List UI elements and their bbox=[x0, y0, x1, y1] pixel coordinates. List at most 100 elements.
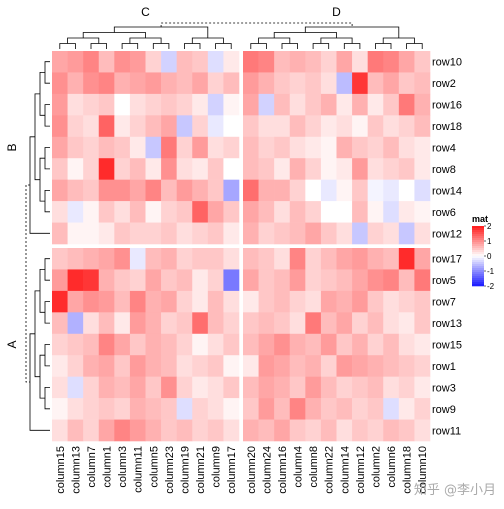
heatmap-cell bbox=[145, 72, 162, 95]
heatmap-cell bbox=[305, 376, 322, 399]
heatmap-cell bbox=[67, 115, 84, 138]
heatmap-cell bbox=[145, 248, 162, 270]
heatmap-cell bbox=[67, 222, 84, 245]
legend-tick-label: 2 bbox=[487, 222, 492, 231]
heatmap-cell bbox=[289, 222, 306, 245]
heatmap-cell bbox=[352, 248, 368, 270]
heatmap-cell bbox=[176, 312, 193, 335]
heatmap-cell bbox=[161, 376, 177, 399]
heatmap-cell bbox=[223, 201, 240, 223]
heatmap-cell bbox=[98, 179, 115, 202]
heatmap-cell bbox=[398, 419, 415, 442]
heatmap-cell bbox=[258, 51, 275, 73]
heatmap-cell bbox=[320, 333, 337, 356]
heatmap-cell bbox=[367, 222, 384, 245]
heatmap-cell bbox=[176, 93, 193, 116]
heatmap-cell bbox=[398, 248, 415, 270]
legend-swatch bbox=[472, 276, 484, 279]
heatmap-cell bbox=[114, 312, 131, 335]
heatmap-cell bbox=[52, 269, 68, 292]
heatmap-cell bbox=[223, 51, 240, 73]
legend-swatch bbox=[472, 262, 484, 265]
heatmap-cell bbox=[52, 376, 68, 399]
column-label: column12 bbox=[355, 446, 367, 494]
heatmap-cell bbox=[274, 333, 291, 356]
heatmap-cell bbox=[289, 355, 306, 377]
heatmap-cell bbox=[289, 158, 306, 180]
heatmap-cell bbox=[192, 201, 209, 223]
legend-swatch bbox=[472, 254, 484, 257]
heatmap-cell bbox=[145, 312, 162, 335]
heatmap-cell bbox=[243, 333, 259, 356]
heatmap-cell bbox=[145, 269, 162, 292]
heatmap-cell bbox=[83, 179, 100, 202]
heatmap-cell bbox=[129, 376, 146, 399]
heatmap-cell bbox=[305, 115, 322, 138]
heatmap-cell bbox=[161, 269, 177, 292]
heatmap-cell bbox=[98, 419, 115, 442]
heatmap-cell bbox=[258, 333, 275, 356]
heatmap-cell bbox=[67, 290, 84, 313]
heatmap-cell bbox=[98, 201, 115, 223]
column-dendrogram-branch bbox=[250, 43, 267, 49]
heatmap-cell bbox=[52, 248, 68, 270]
heatmap-cell bbox=[223, 222, 240, 245]
heatmap-cell bbox=[336, 158, 353, 180]
column-dendrogram-branch bbox=[281, 43, 298, 49]
heatmap-cell bbox=[383, 115, 400, 138]
heatmap-cell bbox=[145, 398, 162, 420]
heatmap-cell bbox=[352, 222, 368, 245]
heatmap-cell bbox=[258, 222, 275, 245]
heatmap-cell bbox=[383, 312, 400, 335]
heatmap-cell bbox=[289, 201, 306, 223]
heatmap-cell bbox=[305, 179, 322, 202]
heatmap-cell bbox=[145, 419, 162, 442]
heatmap-cell bbox=[383, 248, 400, 270]
heatmap-cell bbox=[258, 269, 275, 292]
legend-swatch bbox=[472, 234, 484, 237]
heatmap-cell bbox=[243, 93, 259, 116]
heatmap-cell bbox=[258, 72, 275, 95]
heatmap-cell bbox=[67, 179, 84, 202]
legend-swatch bbox=[472, 256, 484, 259]
heatmap-cell bbox=[336, 115, 353, 138]
row-label: row5 bbox=[432, 275, 456, 287]
legend-tick-label: -1 bbox=[487, 267, 495, 276]
heatmap-cell bbox=[192, 419, 209, 442]
heatmap-cell bbox=[383, 201, 400, 223]
legend-swatch bbox=[472, 268, 484, 271]
heatmap-cell bbox=[320, 376, 337, 399]
heatmap-cell bbox=[98, 72, 115, 95]
heatmap-cell bbox=[207, 376, 224, 399]
row-label: row3 bbox=[432, 382, 456, 394]
heatmap-cell bbox=[207, 398, 224, 420]
heatmap-cell bbox=[289, 51, 306, 73]
heatmap-cell bbox=[161, 136, 177, 159]
heatmap-cell bbox=[274, 419, 291, 442]
heatmap-cell bbox=[161, 355, 177, 377]
heatmap-cell bbox=[176, 201, 193, 223]
heatmap-cell bbox=[207, 136, 224, 159]
legend-title: mat bbox=[472, 214, 488, 224]
heatmap-cell bbox=[192, 222, 209, 245]
row-dendrogram-branch bbox=[34, 93, 40, 181]
heatmap-cell bbox=[367, 312, 384, 335]
heatmap-cell bbox=[352, 376, 368, 399]
heatmap-cell bbox=[207, 419, 224, 442]
column-dendrogram-branch bbox=[121, 43, 139, 49]
legend-swatch bbox=[472, 246, 484, 249]
column-label: column6 bbox=[386, 446, 398, 488]
heatmap-cell bbox=[192, 269, 209, 292]
heatmap-cell bbox=[145, 136, 162, 159]
legend-swatch bbox=[472, 238, 484, 241]
heatmap-cell bbox=[98, 333, 115, 356]
heatmap-cell bbox=[289, 72, 306, 95]
row-label: row15 bbox=[432, 340, 462, 352]
heatmap-cell bbox=[243, 355, 259, 377]
column-dendrogram-branch bbox=[90, 43, 107, 49]
heatmap-cell bbox=[352, 269, 368, 292]
heatmap-cell bbox=[383, 179, 400, 202]
heatmap-cell bbox=[161, 158, 177, 180]
heatmap-cell bbox=[398, 51, 415, 73]
